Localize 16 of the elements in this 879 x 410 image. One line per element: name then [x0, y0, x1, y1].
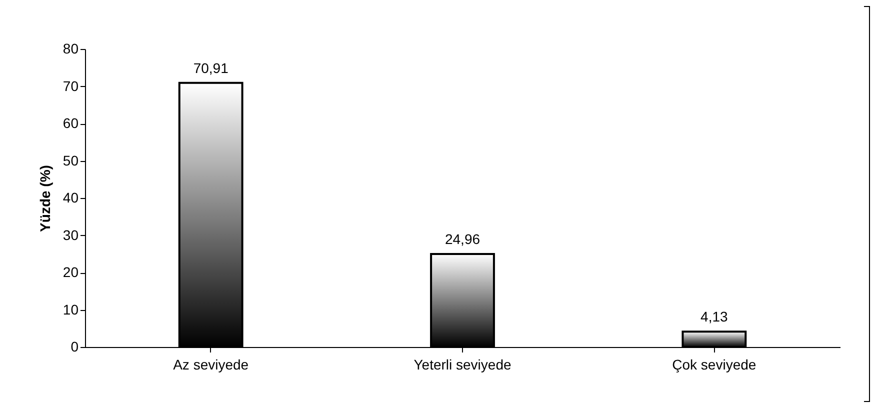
- data-label: 70,91: [193, 60, 229, 76]
- y-axis-title: Yüzde (%): [36, 165, 53, 232]
- x-tick-label: Az seviyede: [173, 356, 249, 372]
- y-tick-label: 0: [70, 338, 79, 354]
- y-tick-label: 10: [62, 301, 79, 318]
- y-tick-label: 20: [62, 264, 79, 280]
- y-tick-label: 50: [62, 152, 79, 168]
- y-tick-label: 30: [62, 226, 79, 243]
- data-label: 24,96: [444, 231, 480, 248]
- x-tick-label: Yeterli seviyede: [414, 356, 512, 372]
- x-tick-label: Çok seviyede: [672, 356, 756, 372]
- y-tick-label: 60: [62, 115, 79, 131]
- y-tick-label: 80: [62, 40, 79, 56]
- y-tick-label: 40: [62, 190, 79, 206]
- data-label: 4,13: [700, 308, 728, 325]
- y-tick-label: 70: [62, 78, 79, 94]
